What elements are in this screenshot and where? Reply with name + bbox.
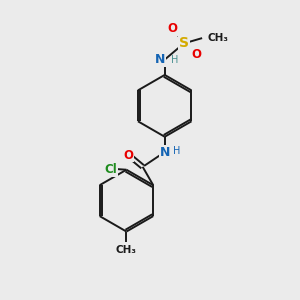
Text: N: N [155, 53, 166, 66]
Text: CH₃: CH₃ [116, 245, 137, 255]
Text: CH₃: CH₃ [207, 33, 228, 43]
Text: Cl: Cl [105, 163, 118, 176]
Text: H: H [173, 146, 180, 156]
Text: O: O [168, 22, 178, 34]
Text: H: H [171, 56, 178, 65]
Text: O: O [191, 48, 201, 61]
Text: O: O [124, 148, 134, 161]
Text: N: N [160, 146, 170, 159]
Text: S: S [179, 36, 189, 50]
